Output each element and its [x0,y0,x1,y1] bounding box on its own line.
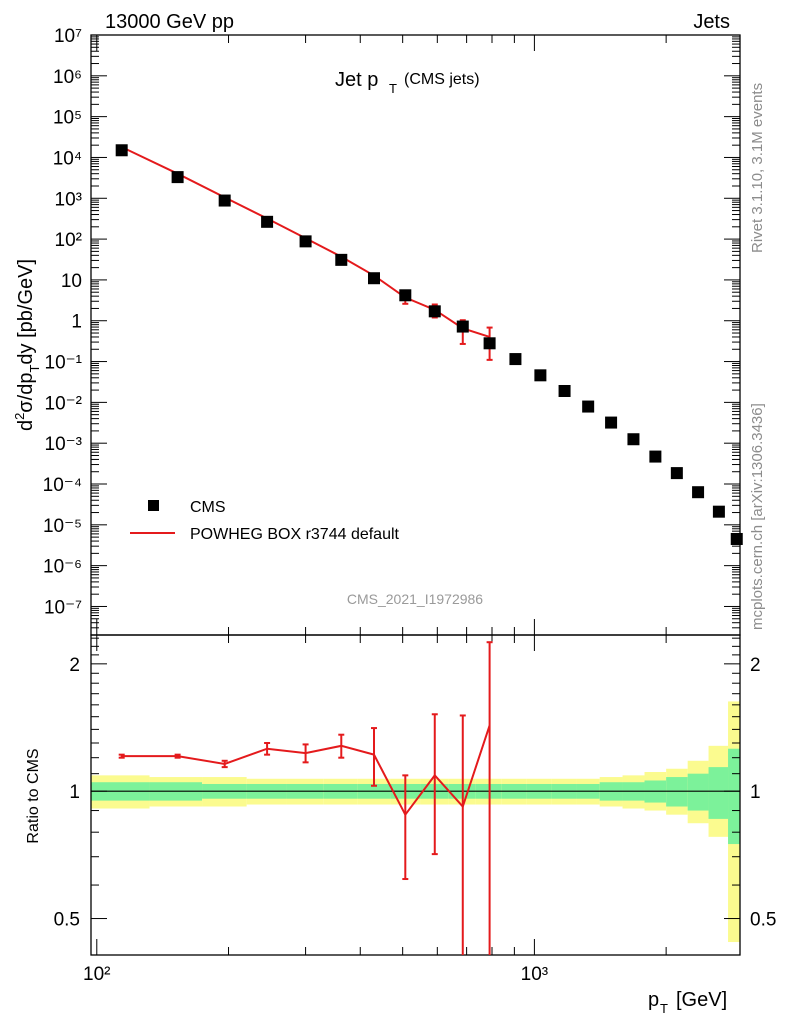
ratio-frame [90,634,741,956]
ratio-y-tick-label-right: 2 [750,655,761,676]
cms-data-point [649,450,662,463]
y-tick-label: 10⁻⁶ [43,557,82,578]
x-axis-label-unit: [GeV] [676,989,727,1011]
ratio-y-tick-label-right: 1 [750,782,761,803]
y-tick-label: 10⁻⁴ [43,475,82,496]
y-tick-label: 10⁻¹ [45,353,83,374]
cms-data-point [335,253,348,266]
y-tick-label: 10⁻⁷ [44,597,82,618]
x-tick-label: 10³ [521,964,548,985]
y-tick-label: 10⁷ [54,26,82,47]
cms-data-point [534,369,547,382]
cms-data-point [399,289,412,302]
cms-data-point [261,215,274,228]
main-frame [90,34,741,636]
analysis-id: CMS_2021_I1972986 [347,591,483,607]
ratio-band-inner [708,767,729,819]
cms-data-point [692,486,705,499]
cms-data-point [171,171,184,184]
y-tick-label: 1 [71,312,82,333]
cms-data-point [558,384,571,397]
y-axis-label: d2σ/dpTdy [pb/GeV] [12,259,42,431]
cms-data-point [115,144,128,157]
plot-title-sub: T [389,81,397,96]
y-tick-label: 10⁴ [53,148,82,169]
cms-data-point [483,337,496,350]
cms-data-point [456,320,469,333]
y-tick-label: 10⁻³ [45,434,83,455]
y-tick-label: 10² [55,230,82,251]
legend: CMS POWHEG BOX r3744 default [130,499,400,543]
header-right: Jets [693,11,730,33]
cms-data-point [299,235,312,248]
y-tick-label: 10⁻² [45,393,83,414]
ratio-y-tick-label: 2 [69,655,80,676]
cms-data-point [670,467,683,480]
cms-data-point [605,416,618,429]
x-axis-label-sub: T [660,1001,668,1016]
svg-text:d2σ/dpTdy [pb/GeV]: d2σ/dpTdy [pb/GeV] [12,259,42,431]
cms-data-point [509,353,522,366]
ratio-y-tick-label: 0.5 [54,910,80,931]
ratio-y-axis-label: Ratio to CMS [25,748,42,843]
mcplots-info: mcplots.cern.ch [arXiv:1306.3436] [749,403,766,630]
x-axis-label-main: p [648,989,659,1011]
x-tick-label: 10² [83,964,110,985]
cms-data-point [428,305,441,318]
legend-cms-label: CMS [190,499,226,516]
ratio-band-inner [728,748,740,845]
legend-cms-marker [148,500,159,511]
ratio-y-tick-label: 1 [69,782,80,803]
plot-title: Jet p T (CMS jets) [335,69,480,96]
ratio-plot-area [90,634,741,956]
x-axis-label: p T [GeV] [648,989,727,1016]
rivet-info: Rivet 3.1.10, 3.1M events [749,83,766,253]
cms-data-point [627,433,640,446]
legend-powheg-label: POWHEG BOX r3744 default [190,526,400,543]
cms-data-point [712,505,725,518]
y-tick-label: 10³ [55,189,82,210]
ratio-y-tick-label-right: 0.5 [750,910,776,931]
cms-data-point [730,532,743,545]
cms-data-point [218,194,231,207]
cms-data-point [368,272,381,285]
plot-title-main: Jet p [335,69,378,91]
ratio-band-inner [687,773,709,811]
plot-title-paren: (CMS jets) [404,71,480,88]
main-plot-area [90,34,743,636]
y-tick-label: 10⁻⁵ [43,516,82,537]
cms-data-point [582,400,595,413]
y-tick-label: 10⁶ [53,67,82,88]
header-left: 13000 GeV pp [105,11,234,33]
y-tick-label: 10⁵ [53,108,82,129]
y-tick-label: 10 [61,271,82,292]
